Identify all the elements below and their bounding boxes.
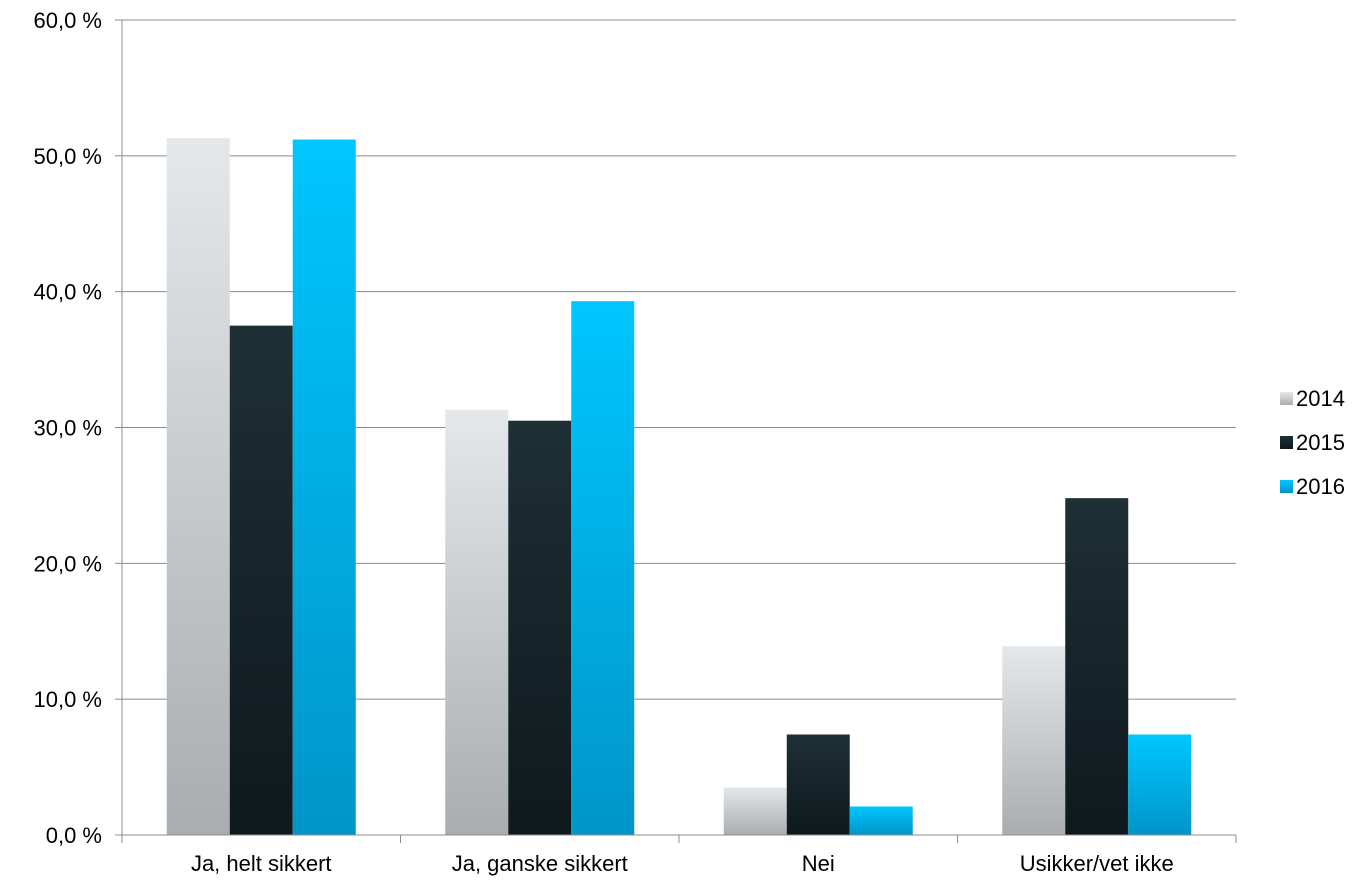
legend-label-2015: 2015 <box>1296 430 1345 455</box>
x-tick-label: Ja, ganske sikkert <box>452 851 628 876</box>
y-tick-label: 0,0 % <box>46 823 102 848</box>
bar-2015-3 <box>786 734 850 835</box>
legend-label-2014: 2014 <box>1296 386 1345 411</box>
x-tick-label: Nei <box>802 851 835 876</box>
bar-2016-3 <box>849 806 913 835</box>
y-tick-label: 20,0 % <box>34 551 103 576</box>
bar-2016-4 <box>1128 734 1192 835</box>
y-tick-label: 30,0 % <box>34 416 103 441</box>
bar-2014-1 <box>166 138 230 836</box>
legend-label-2016: 2016 <box>1296 474 1345 499</box>
legend-swatch-2014 <box>1280 392 1293 405</box>
legend: 2014 2015 2016 <box>1280 386 1345 499</box>
bar-2015-4 <box>1065 498 1129 835</box>
legend-swatch-2015 <box>1280 436 1293 449</box>
bar-2014-2 <box>445 409 509 835</box>
y-tick-label: 50,0 % <box>34 144 103 169</box>
y-tick-label: 10,0 % <box>34 687 103 712</box>
y-tick-label: 40,0 % <box>34 280 103 305</box>
y-tick-label: 60,0 % <box>34 8 103 33</box>
bar-2014-3 <box>723 787 787 835</box>
bar-2015-2 <box>508 420 572 835</box>
bar-2016-2 <box>571 301 635 835</box>
bars <box>166 138 1192 836</box>
bar-2014-4 <box>1002 646 1066 835</box>
legend-swatch-2016 <box>1280 480 1293 493</box>
x-tick-label: Ja, helt sikkert <box>191 851 332 876</box>
bar-2016-1 <box>292 139 356 836</box>
x-tick-label: Usikker/vet ikke <box>1020 851 1174 876</box>
bar-2015-1 <box>229 325 293 835</box>
axes: 0,0 % 10,0 % 20,0 % 30,0 % 40,0 % 50,0 % 60,0 … <box>34 8 1237 876</box>
